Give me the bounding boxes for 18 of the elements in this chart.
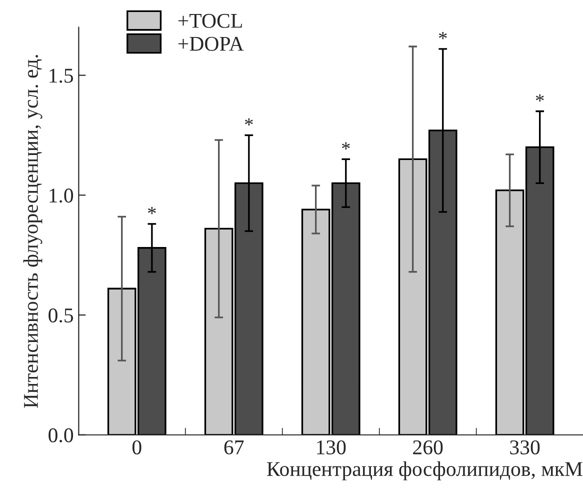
legend-label: +TOCL	[178, 14, 242, 28]
annotation: *	[536, 94, 544, 102]
x-tick-label: 260	[413, 440, 443, 454]
legend-label: +DOPA	[178, 36, 244, 51]
y-axis-title: Интенсивность флуоресценции, усл. ед.	[23, 55, 42, 408]
y-tick-label: 1.5	[50, 68, 74, 83]
x-tick-label: 67	[224, 440, 244, 454]
annotation: *	[438, 32, 447, 40]
x-tick-label: 0	[132, 440, 142, 454]
x-tick-label: 130	[317, 440, 346, 454]
x-tick-label: 330	[510, 440, 540, 454]
annotation: *	[244, 118, 253, 126]
y-tick-label: 1.0	[50, 188, 74, 203]
x-axis-title: Концентрация фосфолипидов, мкМ	[266, 461, 582, 480]
y-tick-label: 0.0	[48, 428, 74, 442]
annotation: *	[148, 207, 156, 214]
y-tick-label: 0.5	[48, 308, 74, 323]
annotation: *	[342, 142, 350, 150]
